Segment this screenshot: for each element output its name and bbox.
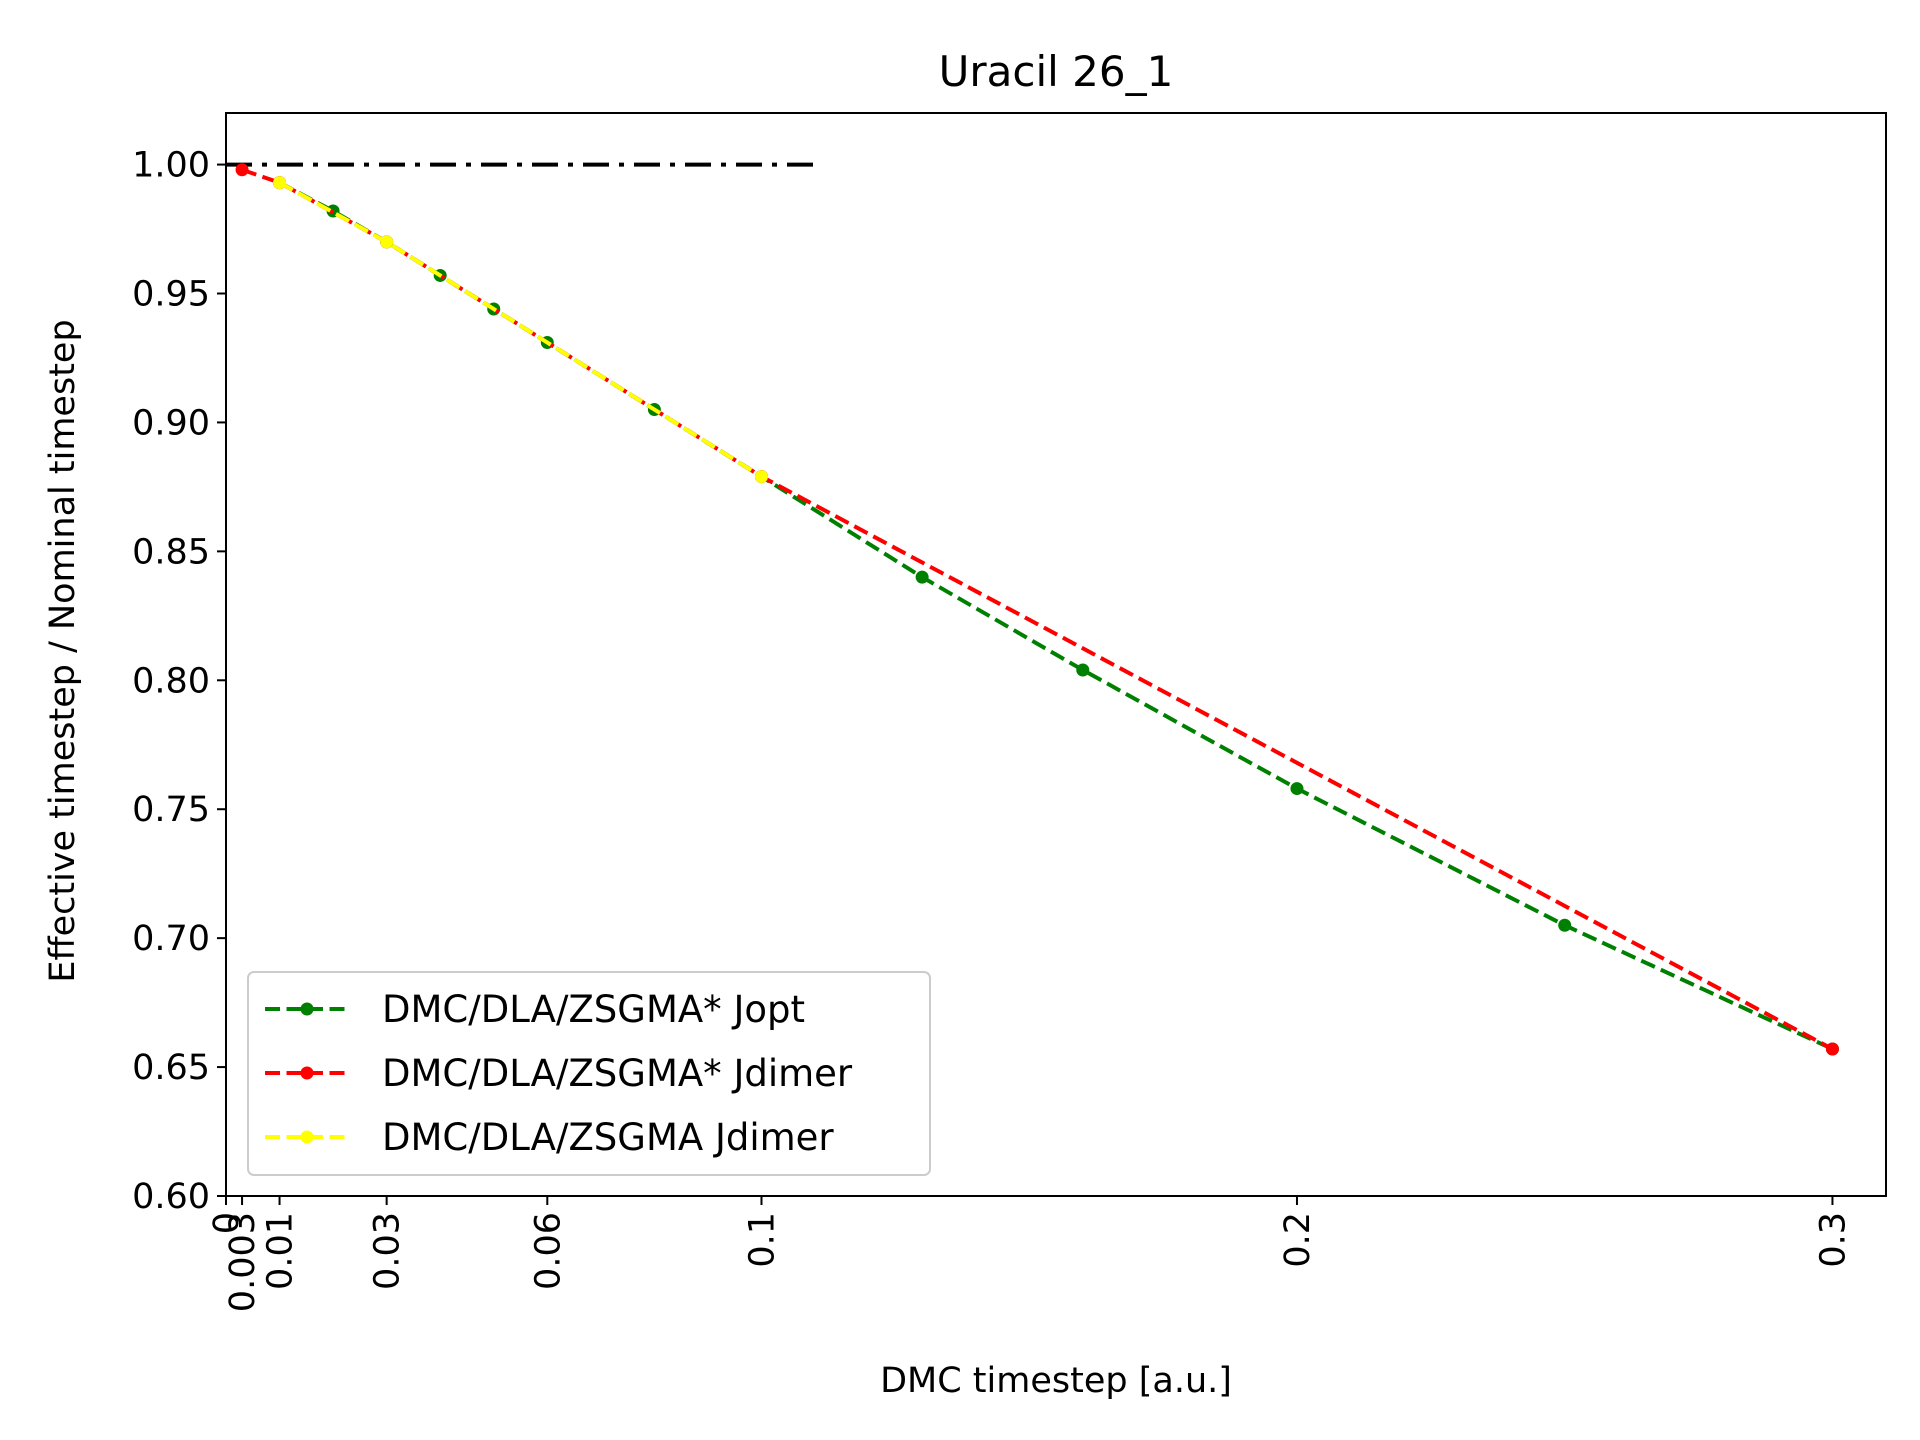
series-2-point bbox=[273, 176, 287, 190]
legend-marker-2 bbox=[300, 1130, 314, 1144]
y-axis-title: Effective timestep / Nominal timestep bbox=[43, 319, 83, 982]
legend-label-0: DMC/DLA/ZSGMA* Jopt bbox=[382, 988, 805, 1031]
plot-frame bbox=[225, 112, 1887, 1197]
series-0-point bbox=[1076, 663, 1090, 677]
x-tick-label: 0.01 bbox=[261, 1212, 301, 1290]
series-0-point bbox=[915, 570, 929, 584]
x-tick-label: 0.06 bbox=[528, 1212, 568, 1290]
legend: DMC/DLA/ZSGMA* Jopt DMC/DLA/ZSGMA* Jdimer… bbox=[247, 971, 931, 1176]
x-tick-label: 0.2 bbox=[1278, 1212, 1318, 1268]
legend-label-2: DMC/DLA/ZSGMA Jdimer bbox=[382, 1116, 834, 1159]
series-2-point bbox=[380, 235, 394, 249]
legend-label-1: DMC/DLA/ZSGMA* Jdimer bbox=[382, 1052, 853, 1095]
legend-marker-0 bbox=[300, 1002, 314, 1016]
x-axis-title: DMC timestep [a.u.] bbox=[880, 1361, 1232, 1401]
legend-box bbox=[247, 971, 931, 1176]
x-tick-label: 0.03 bbox=[368, 1212, 408, 1290]
series-1-point bbox=[235, 163, 249, 177]
series-0-point bbox=[1290, 782, 1304, 796]
x-tick-label: 0 bbox=[207, 1212, 247, 1234]
x-tick-label: 0.3 bbox=[1813, 1212, 1853, 1268]
y-tick-label: 0.80 bbox=[132, 661, 210, 701]
x-tick-label: 0.003 bbox=[223, 1212, 263, 1312]
y-tick-label: 0.95 bbox=[132, 275, 210, 315]
chart-title: Uracil 26_1 bbox=[939, 47, 1174, 96]
series-1-point bbox=[1825, 1042, 1839, 1056]
y-tick-label: 0.75 bbox=[132, 790, 210, 830]
plot-area: 0.600.650.700.750.800.850.900.951.0000.0… bbox=[132, 112, 1887, 1312]
y-tick-label: 0.90 bbox=[132, 403, 210, 443]
y-tick-label: 0.70 bbox=[132, 919, 210, 959]
y-tick-label: 0.65 bbox=[132, 1048, 210, 1088]
y-tick-label: 1.00 bbox=[132, 146, 210, 186]
series-group bbox=[235, 163, 1839, 1056]
x-tick-label: 0.1 bbox=[742, 1212, 782, 1268]
y-tick-label: 0.85 bbox=[132, 532, 210, 572]
y-tick-label: 0.60 bbox=[132, 1177, 210, 1217]
legend-marker-1 bbox=[300, 1066, 314, 1080]
series-0-point bbox=[1558, 918, 1572, 932]
series-2-point bbox=[754, 470, 768, 484]
